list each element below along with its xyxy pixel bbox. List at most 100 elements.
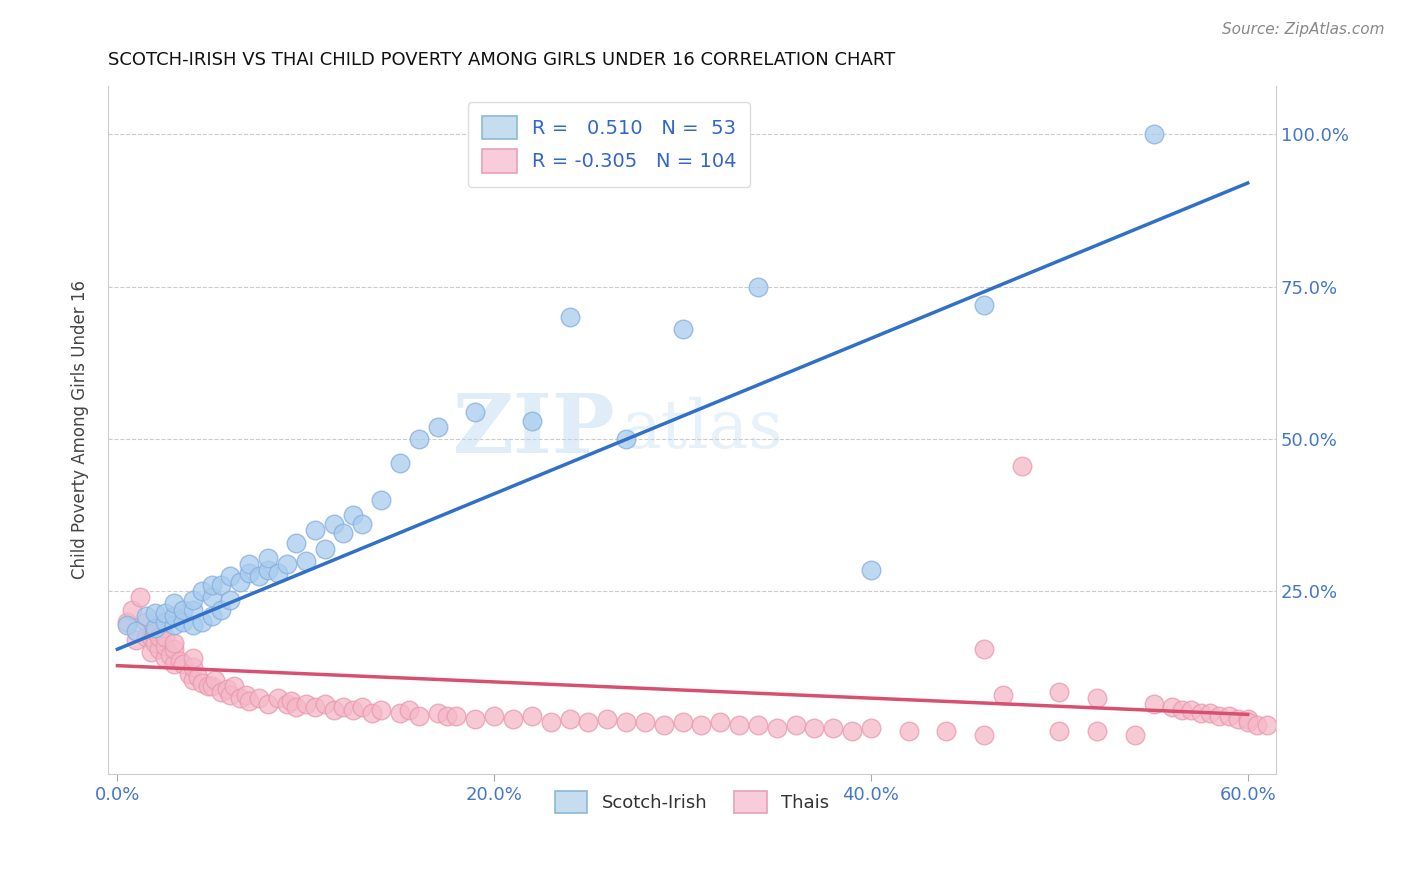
Point xyxy=(1208,709,1230,723)
Point xyxy=(238,566,260,580)
Point xyxy=(596,712,619,726)
Point xyxy=(135,630,157,644)
Point xyxy=(153,639,176,653)
Point xyxy=(388,706,411,721)
Point xyxy=(1047,685,1070,699)
Point xyxy=(1199,706,1222,721)
Point xyxy=(169,654,191,668)
Point xyxy=(204,673,226,687)
Point xyxy=(285,535,308,549)
Point xyxy=(163,642,186,657)
Point xyxy=(747,718,769,732)
Point xyxy=(1142,697,1164,711)
Point xyxy=(143,606,166,620)
Point xyxy=(1227,712,1250,726)
Point xyxy=(634,715,657,730)
Point xyxy=(464,404,486,418)
Point xyxy=(153,651,176,665)
Point xyxy=(257,697,280,711)
Point xyxy=(520,709,543,723)
Point xyxy=(1246,718,1268,732)
Point xyxy=(153,606,176,620)
Point xyxy=(1085,724,1108,739)
Point xyxy=(172,657,194,672)
Point xyxy=(219,593,242,607)
Point xyxy=(153,630,176,644)
Point xyxy=(765,722,787,736)
Point xyxy=(200,679,222,693)
Point xyxy=(191,675,214,690)
Point xyxy=(304,700,326,714)
Point xyxy=(294,697,316,711)
Point xyxy=(266,566,288,580)
Point xyxy=(159,648,181,663)
Point xyxy=(135,615,157,629)
Point xyxy=(1142,128,1164,142)
Text: atlas: atlas xyxy=(621,397,783,462)
Point xyxy=(747,279,769,293)
Point xyxy=(398,703,420,717)
Point xyxy=(238,694,260,708)
Point xyxy=(426,706,449,721)
Point xyxy=(1218,709,1240,723)
Text: ZIP: ZIP xyxy=(453,390,616,470)
Point xyxy=(1085,690,1108,705)
Point xyxy=(115,617,138,632)
Point xyxy=(247,690,270,705)
Point xyxy=(408,432,430,446)
Point xyxy=(294,554,316,568)
Point xyxy=(229,575,252,590)
Point xyxy=(191,584,214,599)
Point xyxy=(803,722,825,736)
Point xyxy=(446,709,468,723)
Point xyxy=(520,414,543,428)
Point xyxy=(728,718,751,732)
Legend: Scotch-Irish, Thais: Scotch-Irish, Thais xyxy=(544,780,841,823)
Point xyxy=(576,715,599,730)
Point xyxy=(172,615,194,629)
Point xyxy=(280,694,302,708)
Point xyxy=(1236,715,1258,730)
Point xyxy=(209,602,232,616)
Point xyxy=(482,709,505,723)
Point xyxy=(823,722,845,736)
Point xyxy=(502,712,524,726)
Point xyxy=(163,636,186,650)
Point xyxy=(973,642,995,657)
Point xyxy=(121,602,143,616)
Point xyxy=(1256,718,1278,732)
Point xyxy=(558,712,581,726)
Point xyxy=(257,563,280,577)
Point xyxy=(200,608,222,623)
Point xyxy=(181,660,204,674)
Point xyxy=(304,524,326,538)
Point xyxy=(352,517,374,532)
Point xyxy=(1236,712,1258,726)
Point xyxy=(332,700,354,714)
Point xyxy=(163,608,186,623)
Point xyxy=(209,578,232,592)
Point xyxy=(973,727,995,741)
Point xyxy=(266,690,288,705)
Point xyxy=(143,621,166,635)
Text: Source: ZipAtlas.com: Source: ZipAtlas.com xyxy=(1222,22,1385,37)
Point xyxy=(1171,703,1194,717)
Text: SCOTCH-IRISH VS THAI CHILD POVERTY AMONG GIRLS UNDER 16 CORRELATION CHART: SCOTCH-IRISH VS THAI CHILD POVERTY AMONG… xyxy=(108,51,896,69)
Point xyxy=(115,615,138,629)
Point xyxy=(247,569,270,583)
Point xyxy=(153,615,176,629)
Point xyxy=(181,651,204,665)
Point xyxy=(973,298,995,312)
Point xyxy=(859,563,882,577)
Point xyxy=(314,697,336,711)
Point xyxy=(1123,727,1146,741)
Point xyxy=(181,593,204,607)
Point xyxy=(191,615,214,629)
Point xyxy=(652,718,675,732)
Point xyxy=(229,690,252,705)
Point xyxy=(342,703,364,717)
Point xyxy=(614,432,637,446)
Point xyxy=(224,679,246,693)
Point xyxy=(181,673,204,687)
Point xyxy=(709,715,731,730)
